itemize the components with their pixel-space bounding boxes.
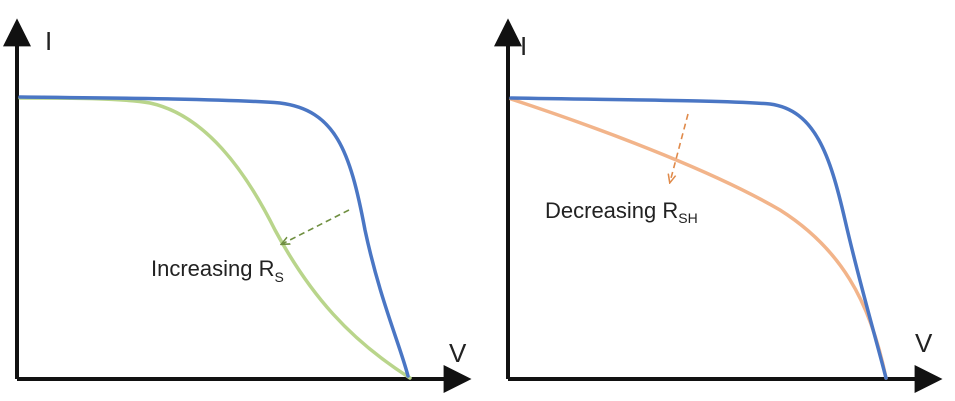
- y-axis-label: I: [520, 31, 527, 61]
- decreased-rsh-curve: [509, 97, 888, 380]
- increasing-rs-arrow: [282, 209, 350, 244]
- reference-curve: [509, 96, 888, 380]
- reference-curve: [18, 95, 410, 378]
- annotation-subscript: SH: [678, 210, 697, 226]
- panel-series-resistance: I V Increasing RS: [2, 18, 472, 393]
- annotation-main: Increasing R: [151, 256, 275, 281]
- y-axis-label: I: [45, 26, 52, 56]
- annotation-subscript: S: [275, 269, 284, 285]
- increased-rs-curve: [18, 96, 412, 380]
- x-axis-label: V: [915, 328, 933, 358]
- x-axis-label: V: [449, 338, 467, 368]
- annotation-main: Decreasing R: [545, 198, 678, 223]
- panel-shunt-resistance: I V Decreasing RSH: [494, 18, 943, 393]
- decreasing-rsh-arrow: [670, 113, 689, 182]
- decreasing-rsh-annotation: Decreasing RSH: [545, 198, 698, 226]
- increasing-rs-annotation: Increasing RS: [151, 256, 284, 285]
